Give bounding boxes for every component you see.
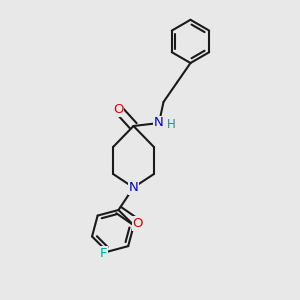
- Text: F: F: [100, 247, 107, 260]
- Text: N: N: [154, 116, 164, 130]
- Text: N: N: [129, 181, 138, 194]
- Text: H: H: [167, 118, 176, 131]
- Text: O: O: [113, 103, 124, 116]
- Text: O: O: [133, 217, 143, 230]
